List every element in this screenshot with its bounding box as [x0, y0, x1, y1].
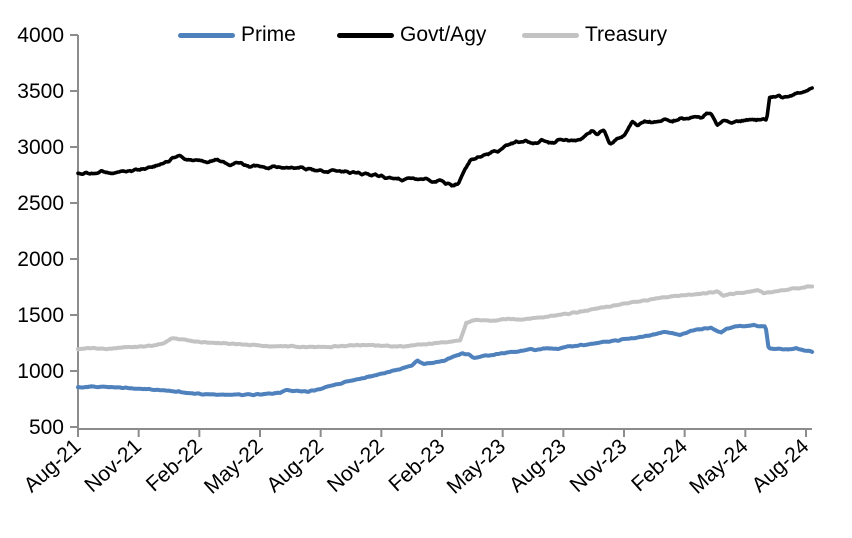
svg-text:3000: 3000: [17, 136, 64, 159]
legend-label-govt-agy: Govt/Agy: [400, 23, 487, 46]
legend-label-prime: Prime: [241, 23, 296, 46]
govt-agy-line-swatch: [337, 32, 394, 38]
svg-text:Nov-22: Nov-22: [323, 435, 389, 497]
svg-text:3500: 3500: [17, 80, 64, 103]
svg-text:Nov-23: Nov-23: [566, 435, 632, 497]
svg-text:1500: 1500: [17, 304, 64, 327]
legend-label-treasury: Treasury: [585, 23, 668, 46]
svg-text:2000: 2000: [17, 248, 64, 271]
svg-text:Aug-24: Aug-24: [748, 434, 814, 497]
svg-text:Aug-21: Aug-21: [20, 435, 86, 497]
svg-text:Nov-21: Nov-21: [80, 435, 146, 497]
svg-text:May-22: May-22: [200, 435, 267, 499]
svg-text:Feb-23: Feb-23: [385, 435, 450, 497]
svg-text:Feb-22: Feb-22: [142, 435, 207, 497]
svg-text:Aug-22: Aug-22: [262, 435, 328, 497]
svg-text:Aug-23: Aug-23: [505, 435, 571, 497]
svg-text:500: 500: [29, 416, 64, 439]
legend-item-prime: Prime: [178, 23, 296, 47]
svg-text:4000: 4000: [17, 24, 64, 47]
chart-legend: Prime Govt/Agy Treasury: [0, 23, 852, 47]
prime-line-swatch: [178, 32, 235, 38]
svg-text:May-23: May-23: [443, 435, 510, 499]
legend-item-treasury: Treasury: [522, 23, 667, 47]
svg-text:1000: 1000: [17, 360, 64, 383]
legend-item-govt-agy: Govt/Agy: [337, 23, 486, 47]
svg-text:2500: 2500: [17, 192, 64, 215]
treasury-line-swatch: [522, 32, 579, 38]
svg-text:May-24: May-24: [685, 434, 753, 498]
svg-text:Feb-24: Feb-24: [627, 434, 692, 496]
